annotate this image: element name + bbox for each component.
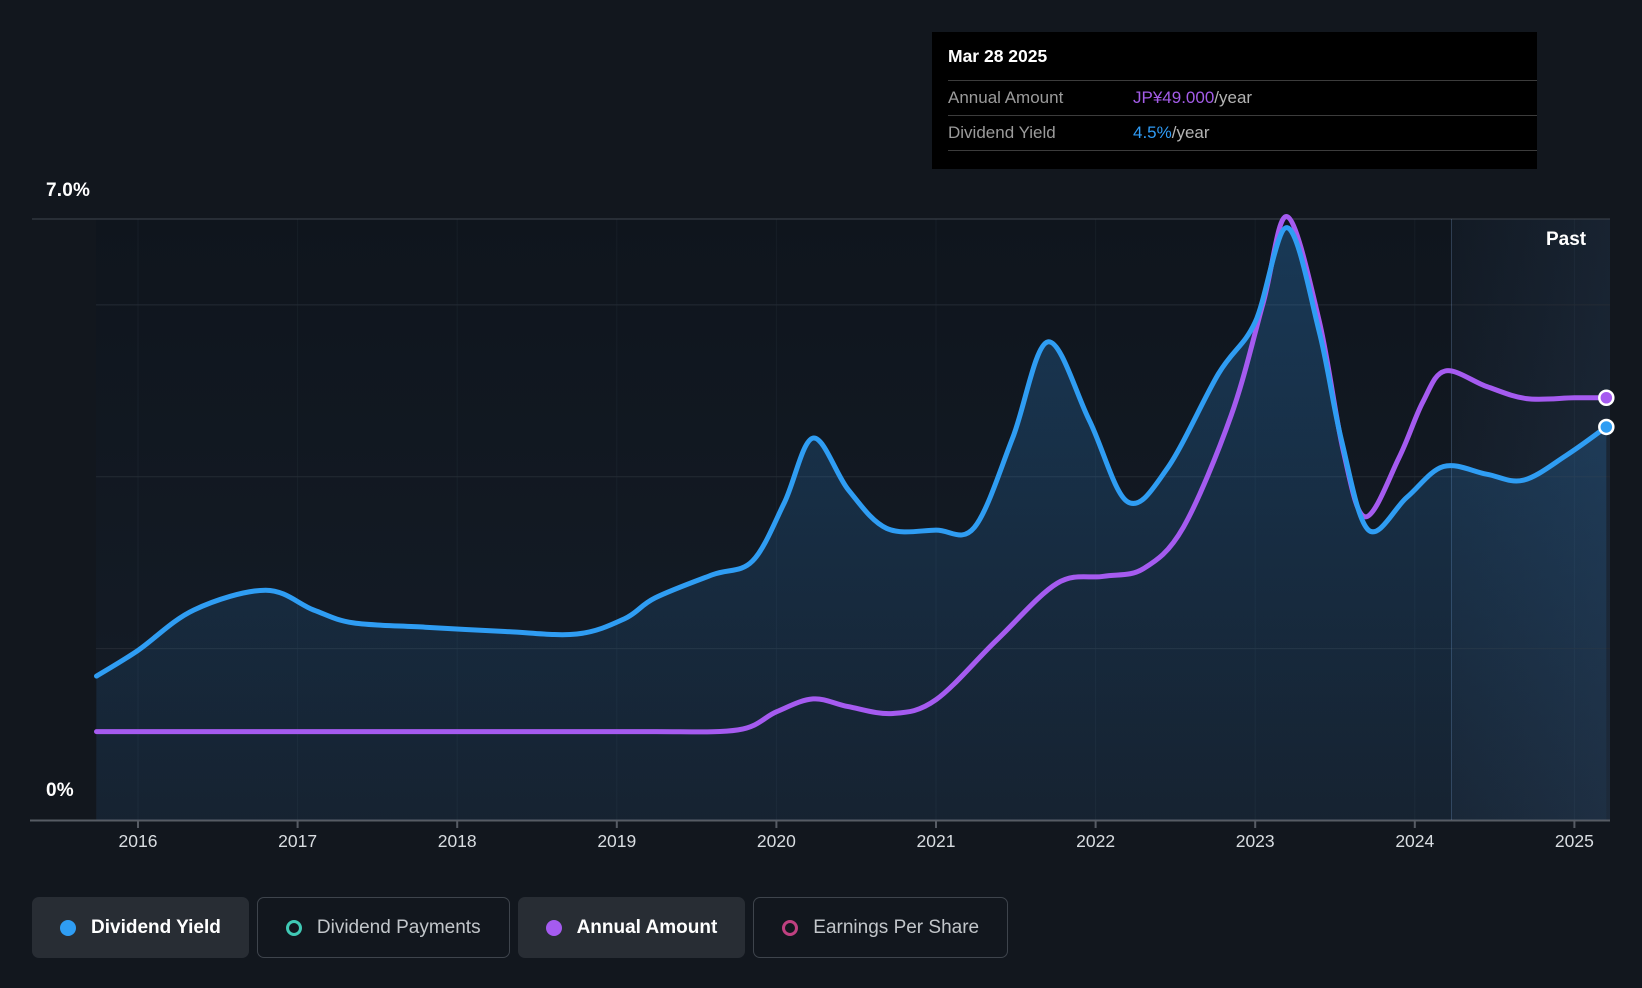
outline-circle-icon [285, 919, 302, 936]
x-tick-label-2017: 2017 [278, 831, 318, 851]
x-tick-label-2019: 2019 [597, 831, 637, 851]
x-tick-label-2023: 2023 [1235, 831, 1275, 851]
tooltip-value-suffix: /year [1171, 123, 1210, 142]
tooltip-value: JP¥49.000 [1133, 88, 1215, 107]
legend: Dividend Yield Dividend Payments Annual Am… [32, 897, 1009, 958]
filled-dot-icon [545, 919, 562, 936]
tooltip-value: 4.5% [1133, 123, 1172, 142]
annual-amount-line [94, 214, 1609, 735]
legend-button-annual-amount[interactable]: Annual Amount [517, 897, 746, 958]
legend-button-dividend-payments[interactable]: Dividend Payments [256, 897, 510, 958]
tooltip-date: Mar 28 2025 [948, 32, 1537, 81]
annual-amount-end-marker[interactable] [1598, 389, 1615, 407]
tooltip-label: Dividend Yield [948, 123, 1056, 142]
y-axis-label-min: 0% [46, 780, 74, 801]
x-tick-label-2021: 2021 [916, 831, 956, 851]
tooltip-value-suffix: /year [1214, 88, 1253, 107]
x-tick-label-2025: 2025 [1554, 831, 1594, 851]
chart-tooltip: Mar 28 2025 Annual Amount JP¥49.000 /yea… [932, 32, 1537, 169]
legend-button-earnings-per-share[interactable]: Earnings Per Share [753, 897, 1009, 958]
dividend-yield-end-marker[interactable] [1598, 418, 1615, 436]
x-tick-label-2024: 2024 [1395, 831, 1435, 851]
x-tick-label-2016: 2016 [118, 831, 158, 851]
legend-label: Dividend Payments [316, 916, 481, 938]
legend-button-dividend-yield[interactable]: Dividend Yield [32, 897, 249, 958]
legend-label: Annual Amount [576, 916, 718, 938]
x-tick-label-2018: 2018 [437, 831, 477, 851]
past-region-label: Past [1546, 229, 1587, 250]
tooltip-row-annual-amount: Annual Amount JP¥49.000 /year [948, 81, 1537, 116]
legend-label: Earnings Per Share [813, 916, 980, 938]
tooltip-label: Annual Amount [948, 88, 1064, 107]
outline-circle-icon [782, 919, 799, 936]
dividend-yield-line [94, 225, 1609, 679]
x-tick-label-2022: 2022 [1076, 831, 1116, 851]
tooltip-row-dividend-yield: Dividend Yield 4.5% /year [948, 116, 1537, 151]
x-tick-label-2020: 2020 [756, 831, 796, 851]
y-axis-label-max: 7.0% [46, 180, 91, 201]
dividend-yield-area [96, 227, 1607, 821]
filled-dot-icon [60, 919, 76, 936]
legend-label: Dividend Yield [91, 916, 221, 938]
